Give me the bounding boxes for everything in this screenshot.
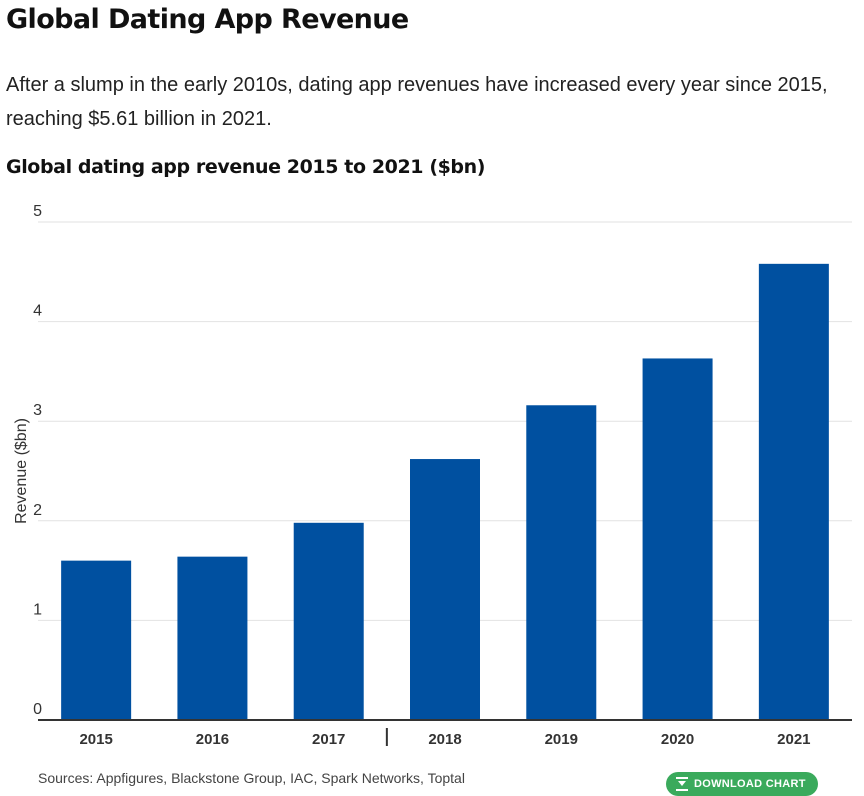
axes	[38, 719, 852, 746]
bar-2017	[293, 522, 364, 720]
y-tick-label: 0	[33, 701, 42, 718]
x-tick-label: 2017	[312, 731, 345, 748]
bar-2019	[526, 405, 597, 720]
bars	[61, 263, 829, 720]
bar-2016	[177, 556, 248, 720]
x-tick-label: 2020	[661, 731, 694, 748]
download-icon	[676, 777, 688, 791]
chart-title: Global dating app revenue 2015 to 2021 (…	[6, 156, 486, 178]
bar-2015	[61, 560, 132, 720]
bar-2020	[642, 358, 713, 720]
y-axis-label: Revenue ($bn)	[13, 418, 30, 524]
download-chart-label: DOWNLOAD CHART	[694, 778, 806, 790]
bar-2021	[758, 263, 829, 720]
x-tick-label: 2021	[777, 731, 810, 748]
x-tick-label: 2016	[196, 731, 229, 748]
y-tick-label: 5	[33, 203, 42, 220]
y-tick-label: 2	[33, 502, 42, 519]
tick-labels: 0 1 2 3 4 5 2015 2016 2017 2018 2019 2020 2021 Revenu…	[13, 203, 811, 748]
x-tick-label: 2018	[428, 731, 461, 748]
download-chart-button[interactable]: DOWNLOAD CHART	[666, 772, 818, 796]
bar-chart: 0 1 2 3 4 5 2015 2016 2017 2018 2019 2020 2021 Revenu…	[13, 203, 852, 748]
y-tick-label: 3	[33, 402, 42, 419]
x-tick-label: 2019	[545, 731, 578, 748]
x-tick-label: 2015	[79, 731, 112, 748]
bar-2018	[410, 459, 480, 720]
page-title: Global Dating App Revenue	[6, 4, 409, 35]
y-tick-label: 4	[33, 303, 42, 320]
page-subtitle: After a slump in the early 2010s, dating…	[6, 74, 828, 130]
y-tick-label: 1	[33, 601, 42, 618]
sources-note: Sources: Appfigures, Blackstone Group, I…	[38, 770, 465, 786]
